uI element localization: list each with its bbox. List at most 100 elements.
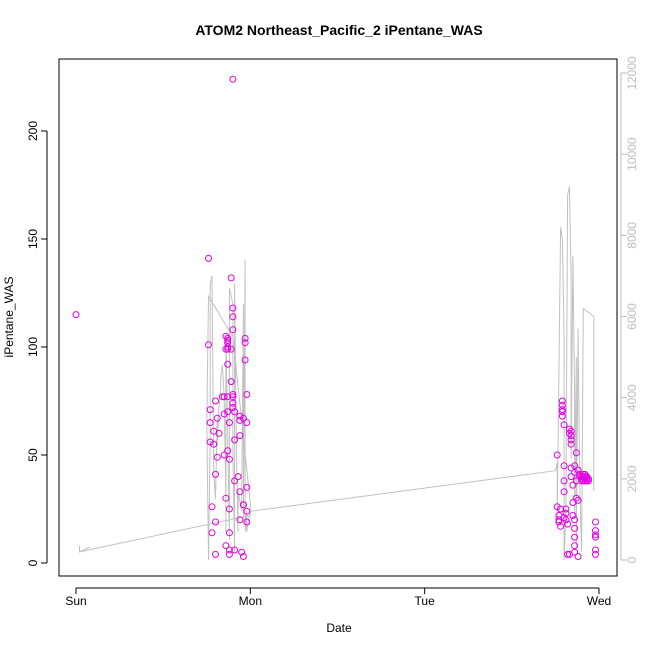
data-point — [215, 429, 223, 437]
data-point — [557, 505, 565, 513]
data-point — [227, 345, 235, 353]
chart-title: ATOM2 Northeast_Pacific_2 iPentane_WAS — [195, 22, 482, 38]
data-point — [212, 518, 219, 526]
y-tick-label: 200 — [26, 121, 40, 141]
data-point — [220, 451, 228, 459]
data-point — [560, 488, 568, 496]
x-axis-label: Date — [326, 621, 352, 635]
data-point — [210, 440, 218, 448]
data-point — [585, 477, 592, 485]
data-point — [565, 429, 573, 437]
data-point — [560, 421, 568, 429]
data-point — [571, 548, 579, 556]
data-point — [205, 254, 212, 262]
data-point — [229, 326, 237, 334]
data-point — [236, 412, 244, 420]
data-point — [574, 496, 582, 504]
data-point — [205, 341, 212, 349]
data-point — [562, 505, 570, 513]
data-point — [234, 473, 242, 481]
data-point — [567, 464, 575, 472]
data-point — [583, 473, 591, 481]
data-point — [231, 436, 239, 444]
x-tick-label: Mon — [239, 594, 262, 608]
data-point — [225, 546, 233, 554]
data-point — [231, 546, 239, 554]
data-point — [581, 470, 589, 478]
data-point — [222, 542, 230, 550]
data-point — [212, 397, 219, 405]
data-point — [224, 447, 232, 455]
data-point — [585, 475, 592, 483]
data-point — [592, 550, 599, 558]
data-point — [569, 512, 577, 519]
data-point — [569, 481, 577, 489]
data-point — [224, 343, 232, 351]
data-point — [236, 416, 244, 424]
data-point — [229, 399, 237, 407]
data-point — [560, 514, 568, 522]
data-point — [229, 75, 237, 83]
data-point — [220, 410, 228, 418]
data-point — [243, 507, 251, 515]
plot-frame — [58, 58, 618, 577]
data-point — [206, 419, 214, 427]
data-point — [567, 436, 575, 444]
y-tick-label: 150 — [26, 229, 40, 249]
data-point — [224, 334, 232, 342]
y-tick-label: 50 — [26, 448, 40, 462]
data-point — [238, 548, 246, 556]
data-point — [567, 432, 575, 440]
data-point — [208, 529, 216, 537]
data-point — [222, 332, 230, 340]
data-point — [227, 378, 235, 386]
secondary-y-tick-label: 12000 — [625, 56, 639, 90]
data-point — [206, 438, 214, 446]
data-point — [241, 339, 249, 347]
data-point — [592, 546, 599, 554]
data-point — [571, 524, 579, 532]
data-point — [567, 473, 575, 481]
data-point — [592, 533, 599, 541]
data-point — [225, 505, 233, 513]
data-point — [567, 440, 575, 448]
data-point — [236, 516, 244, 524]
data-point — [555, 518, 563, 526]
data-point — [241, 356, 249, 364]
x-axis: Sun Mon Tue Wed — [65, 587, 611, 608]
data-point — [558, 397, 566, 405]
y-axis-label: iPentane_WAS — [2, 277, 16, 358]
data-point — [572, 449, 580, 457]
data-point — [592, 518, 599, 526]
data-point — [558, 408, 566, 416]
data-point — [241, 334, 249, 342]
data-point — [236, 432, 244, 440]
secondary-y-tick-label: 2000 — [625, 465, 639, 492]
y-tick-label: 100 — [26, 337, 40, 357]
data-point — [243, 518, 251, 526]
data-point — [562, 516, 570, 524]
secondary-y-tick-label: 8000 — [625, 222, 639, 249]
data-point — [553, 451, 561, 459]
data-point — [225, 550, 233, 558]
y-axis: 0 50 100 150 200 — [26, 121, 48, 566]
data-point — [239, 501, 247, 509]
data-point — [565, 425, 573, 433]
data-point — [574, 553, 582, 560]
data-point — [224, 345, 232, 353]
data-point — [564, 520, 572, 528]
data-point — [239, 414, 247, 422]
data-point — [229, 391, 237, 398]
data-point — [229, 313, 237, 321]
data-point — [212, 470, 219, 478]
data-point — [592, 531, 599, 539]
data-point — [572, 494, 580, 502]
data-point — [574, 466, 582, 474]
data-point — [571, 516, 579, 524]
secondary-y-tick-label: 0 — [625, 556, 639, 563]
data-point — [558, 412, 566, 420]
data-points — [72, 75, 599, 560]
data-point — [239, 553, 247, 560]
data-point — [567, 427, 575, 435]
